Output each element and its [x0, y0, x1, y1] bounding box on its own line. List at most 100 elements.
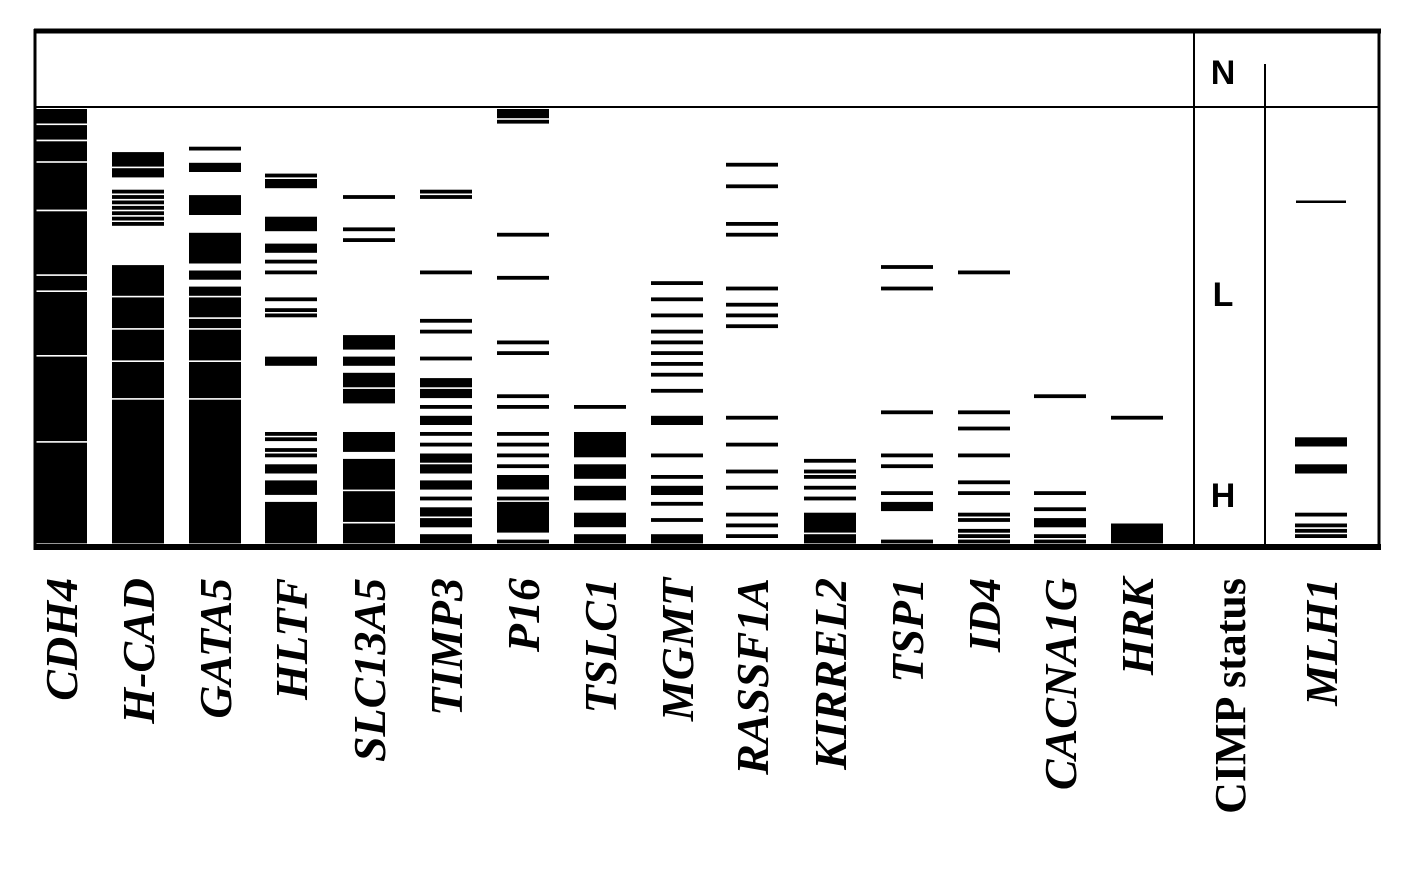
cell-hltf-7 — [265, 308, 317, 312]
cell-tsp1-1 — [881, 286, 933, 291]
cell-mgmt-1 — [651, 297, 703, 302]
gene-label-rassf1a: RASSF1A — [727, 578, 778, 776]
cell-tslc1-2 — [574, 464, 626, 479]
gene-label-h-cad: H-CAD — [113, 578, 164, 725]
gene-label-cdh4: CDH4 — [36, 578, 87, 701]
gene-label-tsp1: TSP1 — [882, 578, 933, 683]
cell-tslc1-1 — [574, 432, 626, 458]
cell-cdh4-1 — [35, 125, 87, 140]
cell-slc13a5-2 — [343, 238, 395, 242]
cell-tslc1-3 — [574, 485, 626, 501]
cell-p16-9 — [497, 442, 549, 447]
gene-label-mlh1: MLH1 — [1296, 578, 1347, 707]
cell-h-cad-9 — [112, 265, 164, 296]
cell-hltf-12 — [265, 448, 317, 452]
cell-cdh4-6 — [35, 292, 87, 355]
cell-mgmt-6 — [651, 362, 703, 366]
cell-p16-0 — [497, 109, 549, 119]
cell-hltf-6 — [265, 297, 317, 302]
cell-hltf-11 — [265, 437, 317, 442]
cell-h-cad-11 — [112, 329, 164, 361]
cell-id4-1 — [958, 410, 1010, 415]
cell-hrk-0 — [1111, 415, 1163, 420]
status-band-label-n: N — [1211, 54, 1236, 92]
gene-label-id4: ID4 — [959, 578, 1010, 653]
cell-gata5-0 — [189, 146, 241, 151]
cell-mgmt-7 — [651, 372, 703, 377]
cell-tslc1-4 — [574, 512, 626, 528]
cell-rassf1a-10 — [726, 469, 778, 474]
cell-mgmt-0 — [651, 281, 703, 285]
cell-timp3-15 — [420, 496, 472, 501]
cell-gata5-8 — [189, 329, 241, 361]
cell-mgmt-11 — [651, 475, 703, 479]
cell-p16-2 — [497, 232, 549, 237]
cell-mlh1-0 — [1296, 200, 1346, 203]
cell-cacna1g-4 — [1034, 534, 1086, 538]
cell-slc13a5-3 — [343, 335, 395, 350]
cell-h-cad-2 — [112, 189, 164, 194]
cell-p16-7 — [497, 405, 549, 409]
cell-h-cad-5 — [112, 205, 164, 210]
cell-rassf1a-9 — [726, 442, 778, 447]
cell-hltf-16 — [265, 501, 317, 544]
cell-rassf1a-14 — [726, 534, 778, 538]
cell-h-cad-13 — [112, 399, 164, 544]
cell-mgmt-9 — [651, 415, 703, 425]
cell-cdh4-3 — [35, 162, 87, 210]
cell-gata5-9 — [189, 362, 241, 399]
cell-mgmt-13 — [651, 501, 703, 506]
cell-mlh1-6 — [1295, 534, 1347, 538]
cell-slc13a5-10 — [343, 523, 395, 544]
cell-timp3-8 — [420, 405, 472, 409]
cell-hltf-2 — [265, 216, 317, 232]
cell-kirrel2-4 — [804, 496, 856, 501]
cell-p16-10 — [497, 453, 549, 458]
cell-id4-4 — [958, 480, 1010, 485]
cell-mlh1-5 — [1295, 528, 1347, 533]
cell-rassf1a-6 — [726, 313, 778, 318]
cell-tsp1-3 — [881, 453, 933, 458]
cell-hltf-1 — [265, 179, 317, 189]
cell-tsp1-4 — [881, 464, 933, 469]
gene-label-slc13a5: SLC13A5 — [344, 578, 395, 762]
cell-hltf-10 — [265, 432, 317, 436]
cell-h-cad-1 — [112, 168, 164, 178]
cell-hltf-14 — [265, 464, 317, 474]
cell-tslc1-5 — [574, 534, 626, 544]
cell-rassf1a-3 — [726, 232, 778, 237]
cell-p16-14 — [497, 501, 549, 533]
cell-p16-11 — [497, 464, 549, 469]
cell-tsp1-2 — [881, 410, 933, 415]
cell-p16-1 — [497, 119, 549, 124]
cell-mgmt-12 — [651, 485, 703, 495]
cell-slc13a5-6 — [343, 388, 395, 404]
gene-label-cimp-status: CIMP status — [1206, 578, 1255, 814]
cell-mlh1-3 — [1295, 512, 1347, 517]
cell-gata5-3 — [189, 232, 241, 264]
cell-p16-6 — [497, 394, 549, 399]
cell-cdh4-5 — [35, 275, 87, 291]
cell-hltf-4 — [265, 259, 317, 264]
cell-hltf-13 — [265, 453, 317, 458]
cell-id4-0 — [958, 270, 1010, 275]
gene-labels: CDH4 H-CAD GATA5 HLTF SLC13A5 TIMP3 P16 TSLC1 MG… — [36, 575, 1347, 814]
cell-id4-9 — [958, 534, 1010, 538]
gene-label-hltf: HLTF — [266, 578, 317, 701]
cell-gata5-1 — [189, 162, 241, 172]
cell-h-cad-4 — [112, 200, 164, 205]
cell-cacna1g-1 — [1034, 491, 1086, 495]
cell-slc13a5-8 — [343, 458, 395, 490]
gene-label-cacna1g: CACNA1G — [1035, 578, 1086, 790]
gene-label-p16: P16 — [498, 578, 549, 653]
cell-timp3-0 — [420, 189, 472, 194]
cell-timp3-18 — [420, 534, 472, 544]
cell-timp3-11 — [420, 442, 472, 447]
cell-id4-7 — [958, 518, 1010, 522]
cell-mgmt-5 — [651, 351, 703, 355]
cell-h-cad-10 — [112, 297, 164, 329]
cell-tsp1-5 — [881, 491, 933, 495]
cell-timp3-7 — [420, 388, 472, 399]
cell-timp3-6 — [420, 378, 472, 388]
cell-gata5-5 — [189, 286, 241, 296]
